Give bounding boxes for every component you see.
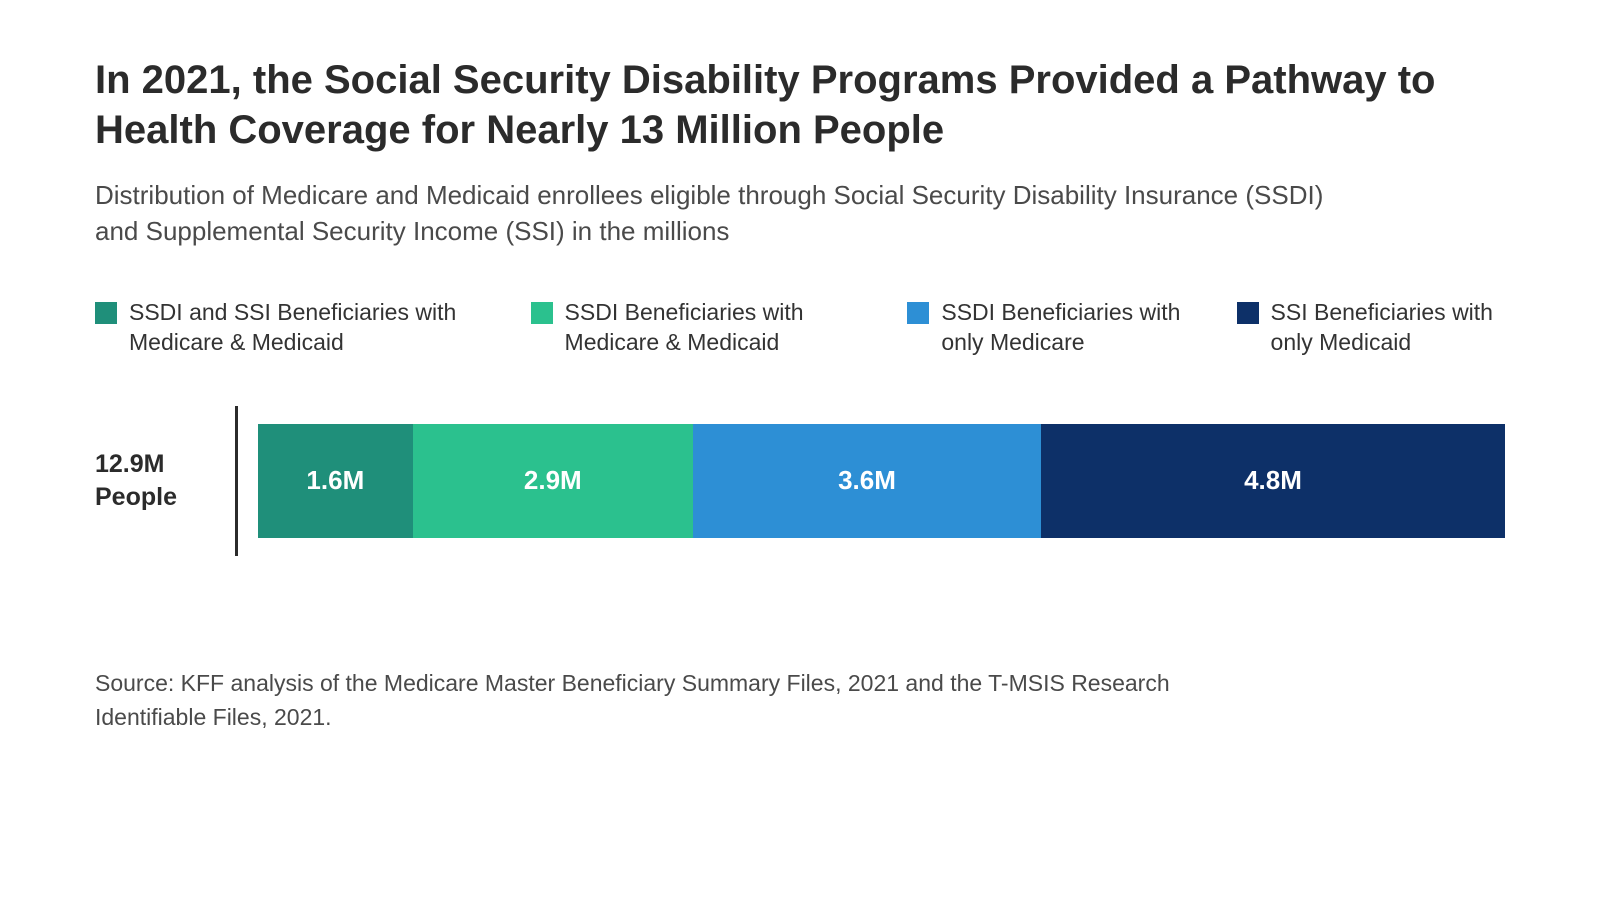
axis-total-label: 12.9M People: [95, 448, 225, 513]
legend-item: SSDI Beneficiaries with only Medicare: [907, 298, 1188, 358]
legend-swatch: [1237, 302, 1259, 324]
axis-line: [235, 406, 238, 556]
bar-segment: 4.8M: [1041, 424, 1505, 538]
legend-label: SSDI Beneficiaries with only Medicare: [941, 298, 1188, 358]
legend-label: SSDI Beneficiaries with Medicare & Medic…: [565, 298, 860, 358]
segment-value: 1.6M: [306, 465, 364, 496]
axis-total-value: 12.9M: [95, 450, 164, 478]
legend-item: SSDI Beneficiaries with Medicare & Medic…: [531, 298, 860, 358]
legend-label: SSI Beneficiaries with only Medicaid: [1271, 298, 1505, 358]
chart-subtitle: Distribution of Medicare and Medicaid en…: [95, 177, 1355, 250]
segment-value: 4.8M: [1244, 465, 1302, 496]
chart-container: In 2021, the Social Security Disability …: [0, 0, 1600, 785]
legend: SSDI and SSI Beneficiaries with Medicare…: [95, 298, 1505, 358]
legend-swatch: [531, 302, 553, 324]
axis-total-unit: People: [95, 483, 177, 511]
legend-label: SSDI and SSI Beneficiaries with Medicare…: [129, 298, 483, 358]
segment-value: 3.6M: [838, 465, 896, 496]
stacked-bar-row: 12.9M People 1.6M 2.9M 3.6M 4.8M: [95, 406, 1505, 556]
chart-title: In 2021, the Social Security Disability …: [95, 55, 1505, 155]
source-note: Source: KFF analysis of the Medicare Mas…: [95, 666, 1255, 735]
bar-segment: 2.9M: [413, 424, 693, 538]
bar-segment: 1.6M: [258, 424, 413, 538]
bar-segment: 3.6M: [693, 424, 1041, 538]
stacked-bar: 1.6M 2.9M 3.6M 4.8M: [258, 424, 1505, 538]
legend-swatch: [907, 302, 929, 324]
legend-swatch: [95, 302, 117, 324]
segment-value: 2.9M: [524, 465, 582, 496]
legend-item: SSI Beneficiaries with only Medicaid: [1237, 298, 1505, 358]
legend-item: SSDI and SSI Beneficiaries with Medicare…: [95, 298, 483, 358]
